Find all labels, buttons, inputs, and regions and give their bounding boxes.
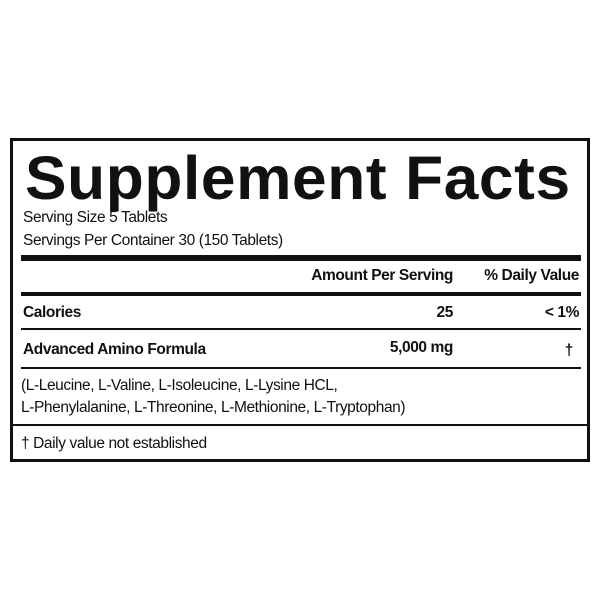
row-amount: 5,000 mg [389, 339, 454, 356]
row-daily-value: < 1% [544, 304, 580, 321]
serving-size: Serving Size 5 Tablets [23, 209, 168, 226]
panel-title: Supplement Facts [25, 144, 571, 212]
ingredients-line: (L-Leucine, L-Valine, L-Isoleucine, L-Ly… [21, 377, 338, 394]
row-name: Calories [23, 304, 81, 321]
row-daily-value: † [564, 342, 574, 359]
thick-divider [21, 255, 581, 261]
footnote: † Daily value not established [21, 435, 207, 452]
header-amount: Amount Per Serving [311, 267, 453, 284]
row-divider [21, 328, 581, 330]
ingredients-line: L-Phenylalanine, L-Threonine, L-Methioni… [21, 399, 406, 416]
row-amount: 25 [436, 304, 454, 321]
row-divider [21, 367, 581, 369]
supplement-facts-panel: Supplement Facts Serving Size 5 Tablets … [10, 138, 590, 462]
row-name: Advanced Amino Formula [23, 341, 206, 358]
header-daily-value: % Daily Value [484, 267, 579, 284]
servings-per-container: Servings Per Container 30 (150 Tablets) [23, 232, 283, 249]
footnote-divider [13, 424, 587, 426]
header-divider [21, 292, 581, 296]
